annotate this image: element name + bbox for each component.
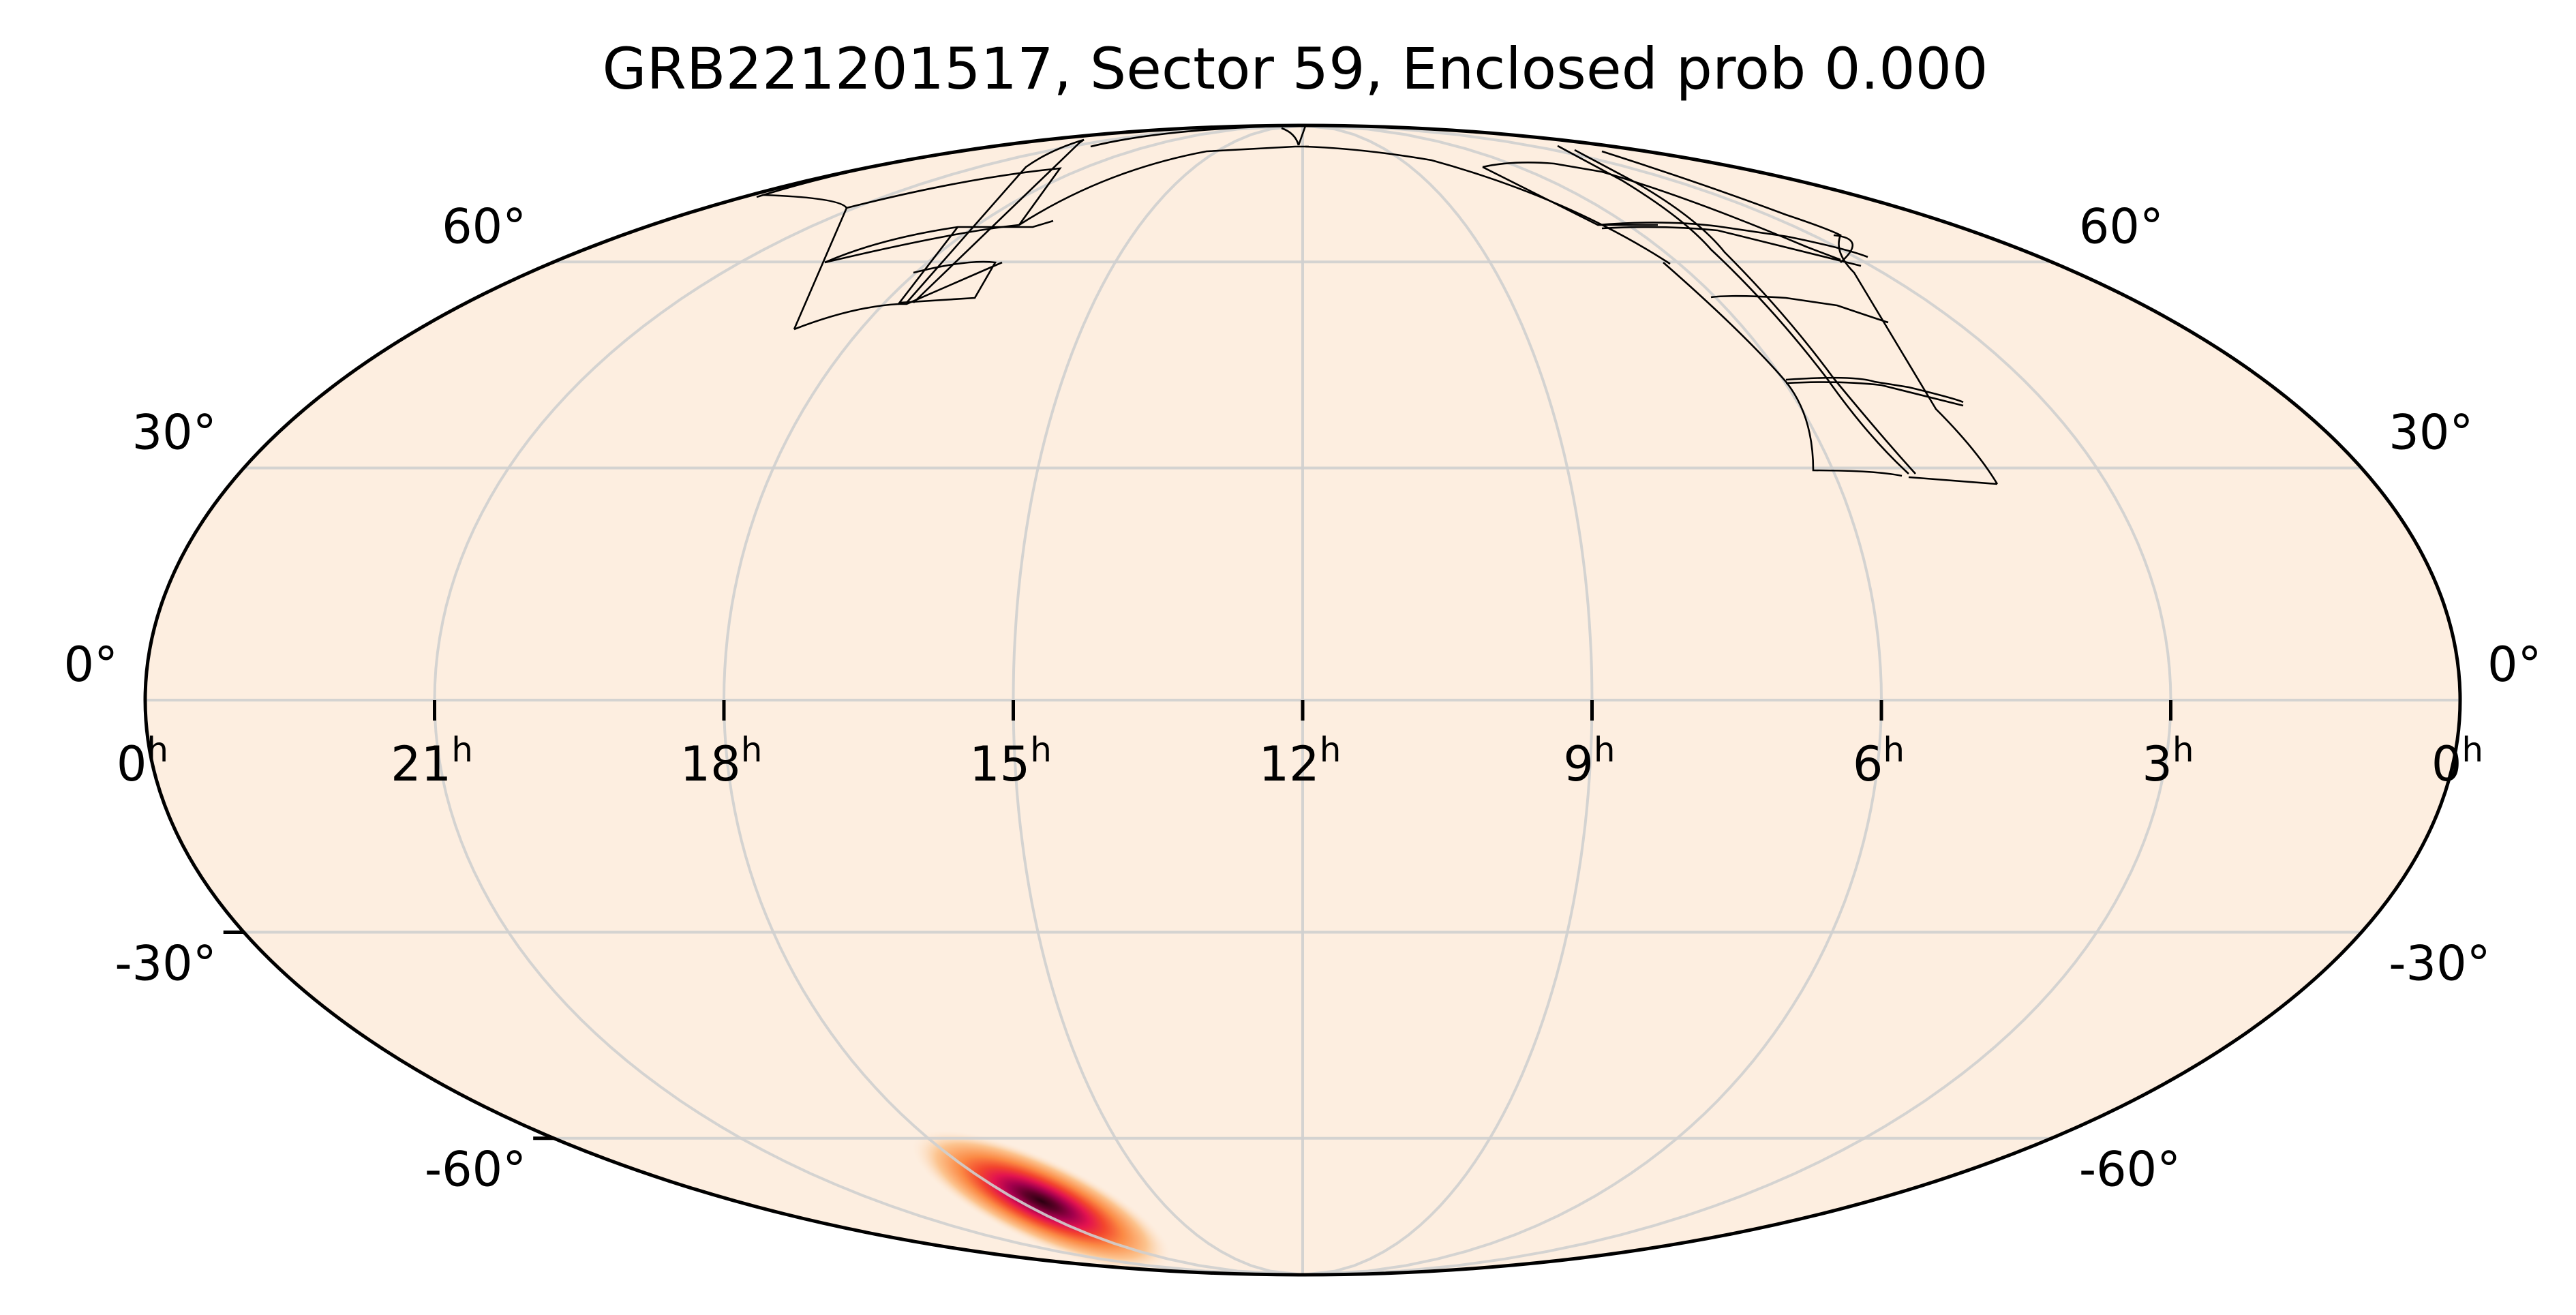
dec-tick-label-right: -30° [2389,936,2490,992]
dec-tick-label-left: 30° [132,404,217,460]
ra-tick-labels: 0h 21h 18h 15h 12h 9h 6h 3h 0h [117,730,2483,792]
ra-tick-label: 9h [1563,730,1615,792]
dec-tick-label-right: 0° [2487,637,2542,693]
dec-tick-label-left: 60° [442,198,526,254]
probability-heatmap [910,1129,1173,1273]
footprint-group-left [756,125,1309,331]
ra-tick-label: 12h [1259,730,1342,792]
dec-tick-label-right: 60° [2079,198,2164,254]
ra-tick-label: 3h [2142,730,2194,792]
dec-tick-labels: 60° 30° 0° -30° -60° 60° 30° 0° -30° -60° [63,198,2541,1197]
footprint-group-right [1305,145,1999,485]
sky-frame [143,123,2462,1277]
ra-tick-label: 0h [2431,730,2483,792]
ra-tick-label: 18h [680,730,763,792]
dec-tick-label-left: -60° [425,1142,526,1198]
dec-tick-label-left: -30° [115,936,216,992]
axis-ticks [223,700,2172,1140]
tess-footprints [756,125,1999,485]
dec-tick-label-right: 30° [2389,404,2473,460]
ra-tick-label: 21h [391,730,473,792]
ra-tick-label: 15h [969,730,1052,792]
dec-tick-label-right: -60° [2079,1142,2181,1198]
chart-title: GRB221201517, Sector 59, Enclosed prob 0… [602,35,1988,102]
dec-tick-label-left: 0° [63,637,118,693]
ra-tick-label: 0h [117,730,168,792]
ra-tick-label: 6h [1853,730,1905,792]
